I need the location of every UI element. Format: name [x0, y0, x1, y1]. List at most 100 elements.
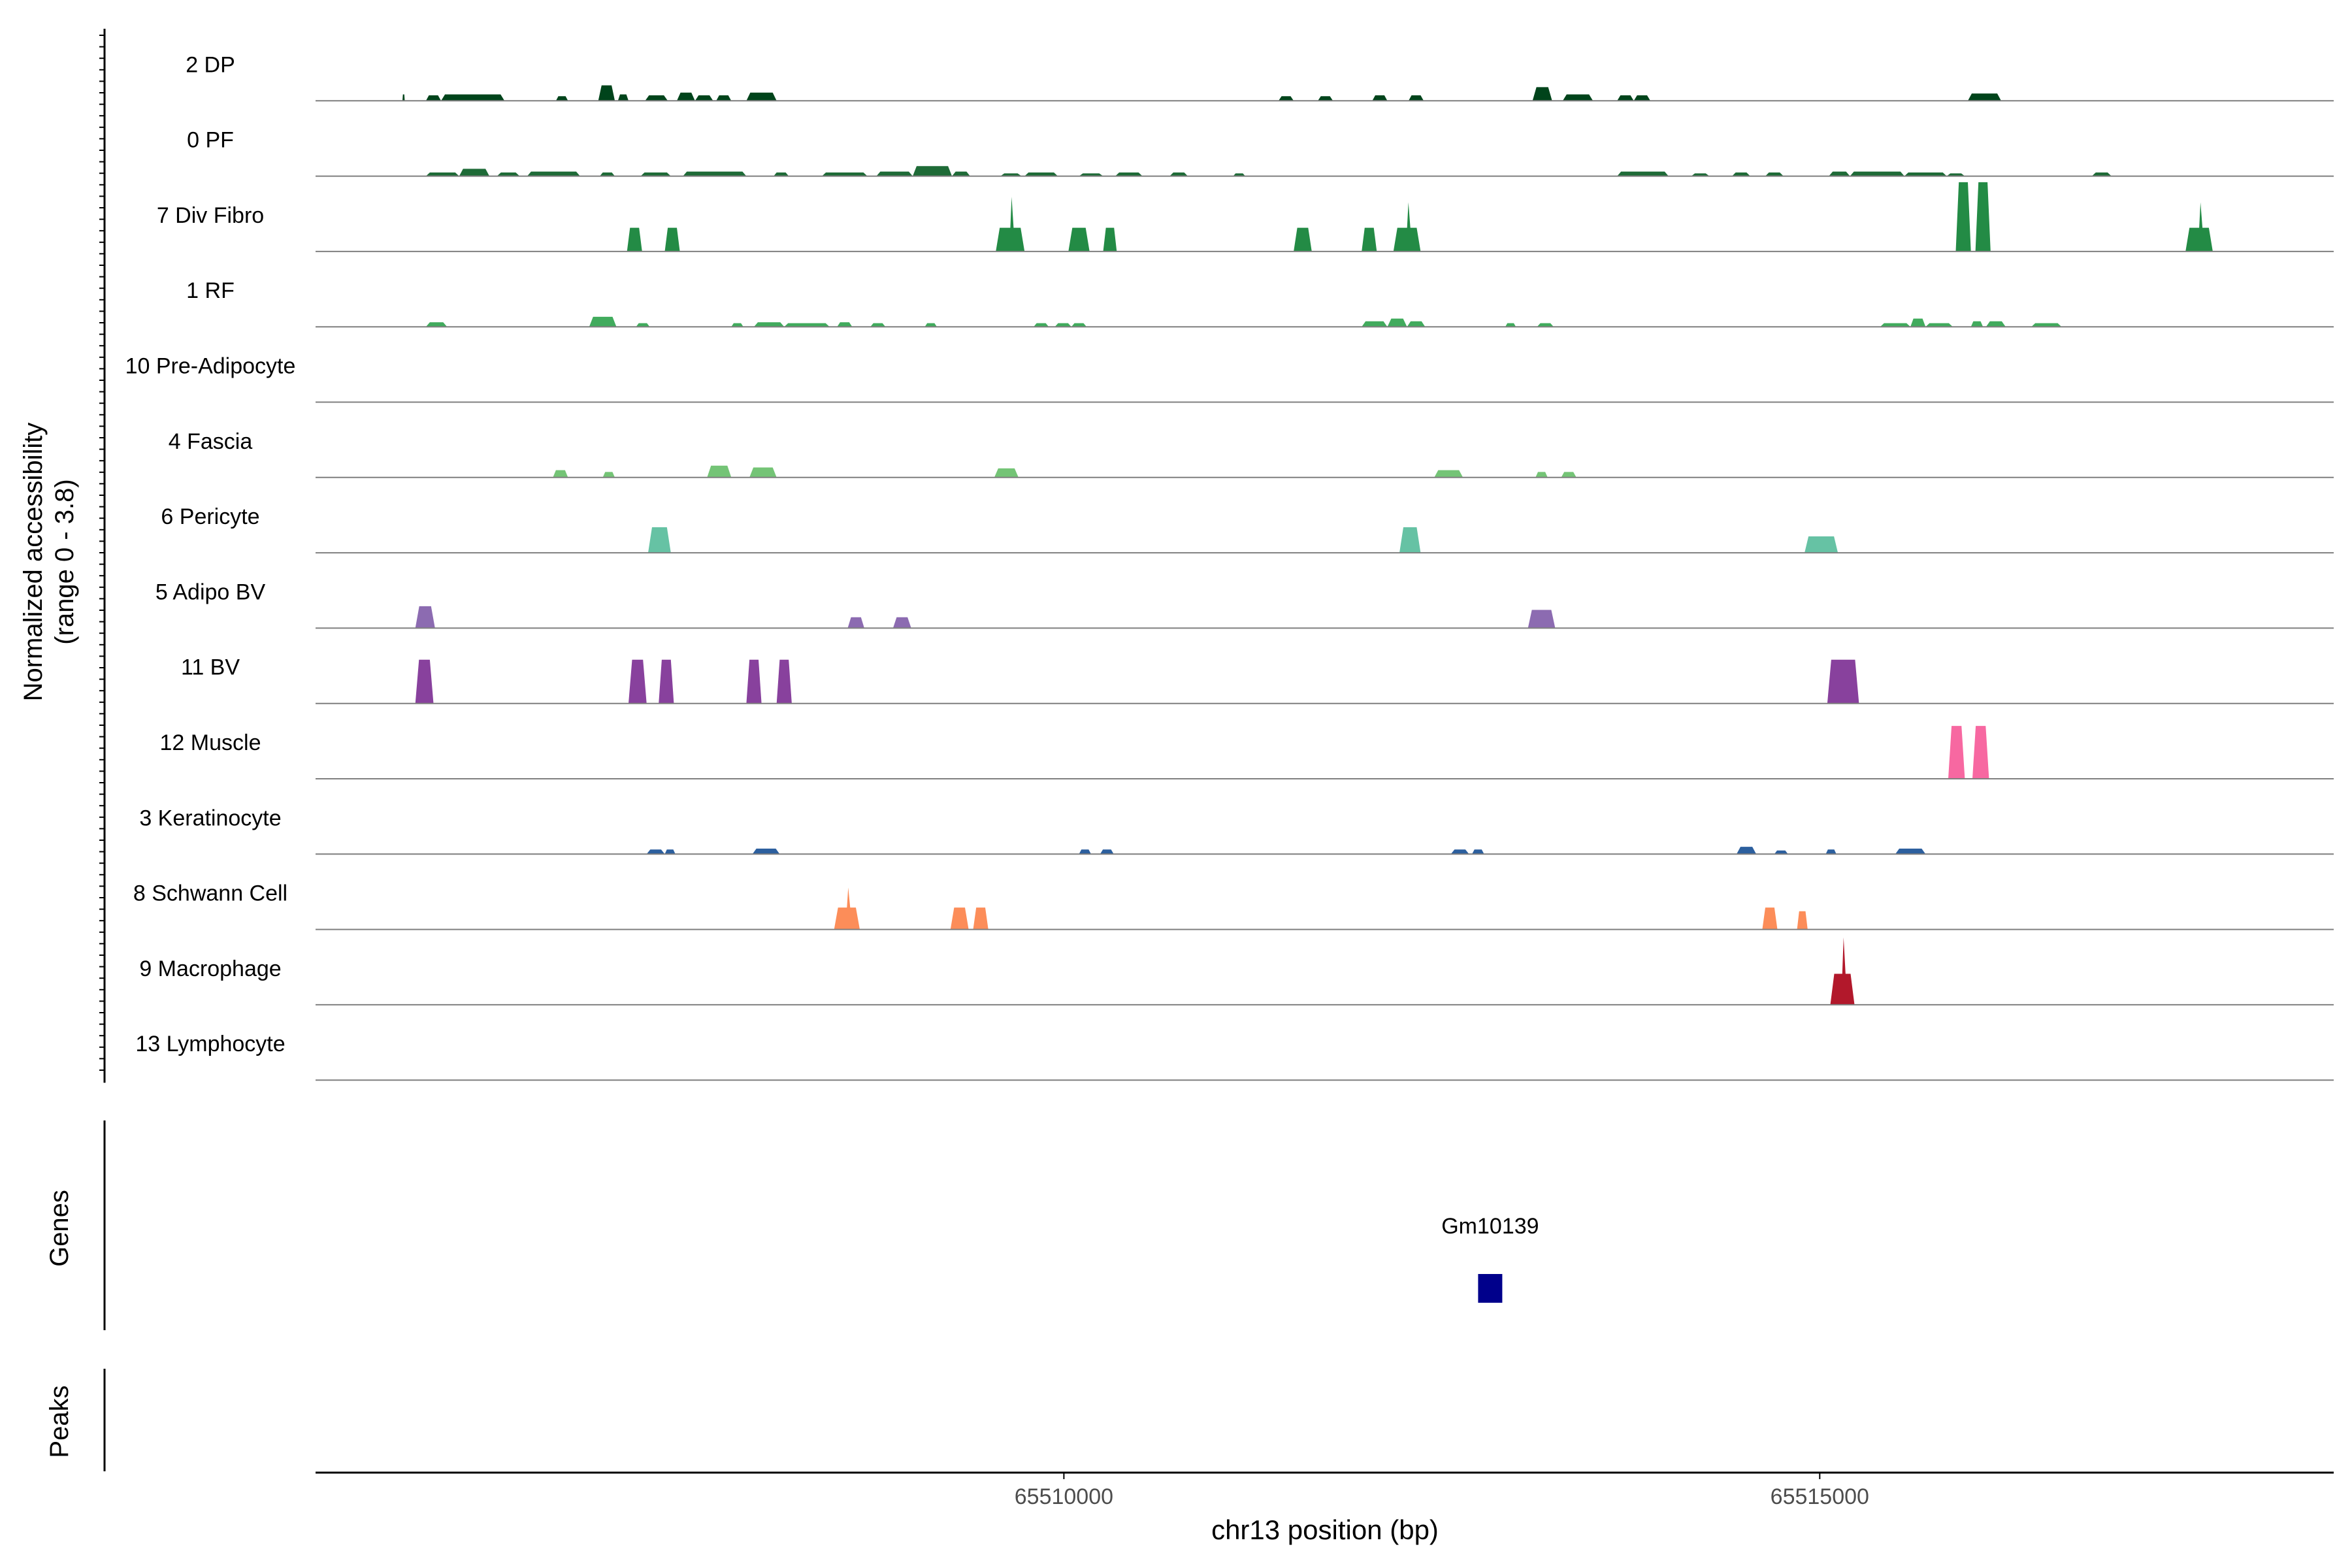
- coverage-peak: [694, 95, 713, 101]
- track-label: 0 PF: [187, 128, 234, 153]
- coverage-peak: [1434, 470, 1463, 478]
- coverage-peak: [425, 322, 448, 327]
- coverage-peak: [996, 197, 1025, 252]
- coverage-peak: [425, 95, 442, 101]
- track-label: 10 Pre-Adipocyte: [125, 354, 296, 379]
- coverage-peak: [636, 323, 650, 327]
- coverage-peak: [784, 323, 830, 327]
- coverage-peak: [2091, 172, 2112, 176]
- coverage-peak: [1407, 321, 1426, 327]
- coverage-peak: [683, 171, 747, 176]
- coverage-peak: [1880, 323, 1911, 327]
- coverage-peak: [1633, 95, 1651, 101]
- genes-panel-label: Genes: [45, 1190, 74, 1267]
- track: 7 Div Fibro: [157, 182, 2334, 252]
- track-label: 3 Keratinocyte: [139, 806, 281, 830]
- track-label: 1 RF: [186, 278, 235, 303]
- coverage-peak: [1561, 472, 1576, 478]
- coverage-peak: [1024, 172, 1058, 176]
- coverage-peak: [629, 659, 647, 704]
- track-label: 2 DP: [186, 52, 235, 77]
- coverage-peak: [1408, 95, 1424, 101]
- coverage-peak: [555, 96, 568, 101]
- coverage-peak: [1362, 321, 1388, 327]
- coverage-peak: [892, 617, 911, 629]
- y-axis-range-label: (range 0 - 3.8): [50, 479, 79, 644]
- coverage-peak: [459, 169, 490, 176]
- coverage-peak: [415, 606, 435, 629]
- coverage-peak: [1970, 321, 1984, 327]
- x-axis: 65510000 65515000: [316, 1471, 2334, 1509]
- track-label: 11 BV: [181, 655, 240, 680]
- coverage-peak: [924, 323, 937, 327]
- coverage-peak: [876, 171, 913, 176]
- coverage-peak: [746, 659, 762, 704]
- genes-panel: Gm10139: [103, 1120, 1539, 1330]
- track: 5 Adipo BV: [155, 580, 2334, 629]
- track: 11 BV: [181, 655, 2334, 704]
- coverage-peak: [1372, 95, 1388, 101]
- coverage-peak: [664, 227, 680, 252]
- coverage-peak: [822, 172, 868, 176]
- coverage-peak: [716, 95, 732, 101]
- coverage-peak: [1797, 911, 1808, 930]
- coverage-peak: [774, 172, 789, 176]
- coverage-peak: [1068, 227, 1090, 252]
- coverage-peak: [659, 659, 674, 704]
- coverage-peak: [553, 470, 568, 478]
- coverage-peak: [752, 848, 780, 855]
- coverage-peak: [952, 171, 970, 176]
- coverage-peak: [1955, 182, 1971, 252]
- coverage-peak: [1774, 850, 1788, 855]
- coverage-peak: [1034, 323, 1049, 327]
- track-label: 9 Macrophage: [139, 956, 281, 981]
- coverage-peak: [746, 92, 777, 101]
- coverage-peak: [754, 322, 785, 327]
- coverage-peak: [1830, 937, 1855, 1005]
- coverage-peak: [1562, 94, 1593, 101]
- coverage-peak: [1910, 318, 1926, 327]
- coverage-peak: [1825, 849, 1837, 855]
- coverage-peak: [2031, 323, 2062, 327]
- coverage-peak: [1079, 849, 1091, 855]
- track: 3 Keratinocyte: [139, 806, 2334, 855]
- track-label: 8 Schwann Cell: [133, 881, 287, 906]
- coverage-peak: [1732, 172, 1750, 176]
- coverage-peak: [1691, 173, 1710, 176]
- coverage-peak: [870, 323, 886, 327]
- track-label: 12 Muscle: [160, 730, 261, 755]
- coverage-peak: [602, 472, 615, 478]
- track: 6 Pericyte: [161, 504, 2334, 554]
- coverage-peak: [1294, 227, 1312, 252]
- coverage-peak: [1169, 172, 1188, 176]
- coverage-peak: [441, 94, 505, 101]
- coverage-peak: [402, 94, 405, 101]
- track-label: 13 Lymphocyte: [135, 1032, 285, 1056]
- coverage-peak: [527, 171, 580, 176]
- coverage-peak: [415, 659, 434, 704]
- coverage-peak: [1765, 172, 1784, 176]
- coverage-peak: [425, 172, 459, 176]
- x-axis-label: chr13 position (bp): [1211, 1514, 1439, 1545]
- coverage-peak: [1054, 323, 1071, 327]
- x-tick-label: 65515000: [1771, 1484, 1869, 1509]
- coverage-peak: [600, 172, 615, 176]
- y-axis-label: Normalized accessibility: [19, 423, 48, 702]
- coverage-peak: [1985, 321, 2006, 327]
- coverage-peak: [994, 468, 1019, 478]
- coverage-peak: [1925, 323, 1953, 327]
- track: 13 Lymphocyte: [135, 1032, 2334, 1081]
- coverage-peak: [1527, 610, 1556, 629]
- coverage-peak: [1968, 93, 2001, 101]
- track: 0 PF: [187, 128, 2334, 177]
- peaks-panel-label: Peaks: [45, 1385, 74, 1458]
- coverage-peak: [1946, 173, 1965, 176]
- coverage-peak: [1233, 173, 1245, 176]
- coverage-peak: [973, 907, 988, 930]
- coverage-peak: [1617, 95, 1634, 101]
- coverage-peak: [617, 94, 629, 101]
- coverage-peak: [627, 227, 642, 252]
- coverage-peak: [1805, 536, 1838, 553]
- coverage-peak: [645, 95, 668, 101]
- coverage-peak: [707, 465, 732, 478]
